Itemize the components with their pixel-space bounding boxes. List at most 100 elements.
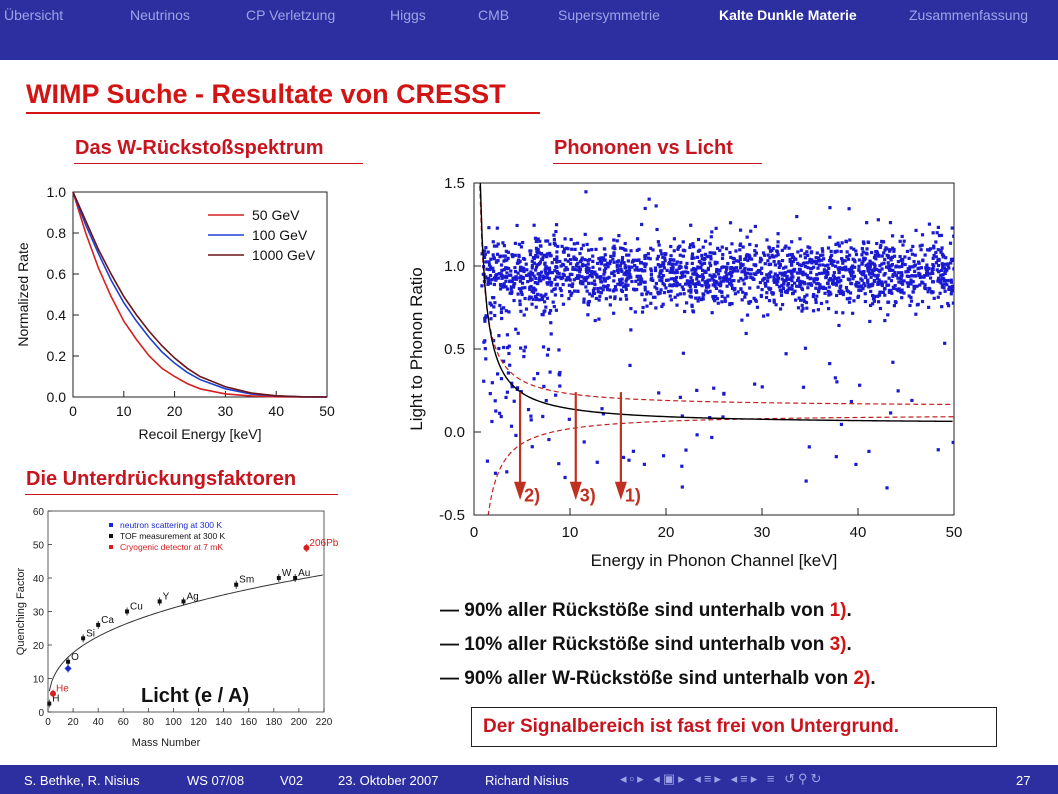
undo-icon[interactable]: ↺ — [784, 771, 798, 786]
scatter-point — [948, 241, 953, 245]
scatter-point — [893, 270, 897, 275]
plot-frame — [47, 510, 325, 713]
scatter-point — [772, 259, 776, 264]
scatter-point — [803, 346, 808, 350]
scatter-point — [913, 274, 917, 278]
scatter-point — [728, 221, 733, 225]
scatter-point — [800, 271, 804, 275]
scatter-point — [799, 298, 803, 302]
scatter-point — [886, 266, 891, 270]
scatter-point — [803, 295, 807, 299]
search-icon[interactable]: ⚲ — [797, 771, 811, 786]
nav-item-uebersicht[interactable]: Übersicht — [4, 7, 64, 23]
scatter-point — [541, 255, 545, 259]
scatter-point — [889, 411, 893, 415]
scatter-point — [788, 257, 792, 262]
scatter-point — [776, 277, 780, 281]
frame-icon[interactable]: ▫ — [629, 771, 638, 786]
scatter-point — [643, 288, 647, 292]
scatter-point — [519, 267, 523, 271]
scatter-point — [725, 267, 729, 271]
scatter-point — [879, 243, 883, 247]
scatter-point — [500, 268, 504, 273]
redo-icon[interactable]: ↻ — [810, 771, 825, 786]
nav-item-kalte-dunkle-materie[interactable]: Kalte Dunkle Materie — [719, 7, 857, 23]
scatter-point — [510, 381, 514, 385]
nav-item-higgs[interactable]: Higgs — [390, 7, 426, 23]
nav-next-icon[interactable]: ▸ — [637, 771, 647, 786]
scatter-point — [633, 288, 637, 292]
scatter-point — [694, 289, 699, 293]
nav-item-neutrinos[interactable]: Neutrinos — [130, 7, 190, 23]
scatter-point — [502, 282, 506, 286]
scatter-point — [564, 246, 568, 250]
scatter-point — [661, 302, 665, 306]
section-icon[interactable]: ≡ — [703, 771, 715, 786]
scatter-point — [897, 280, 901, 284]
scatter-point — [863, 284, 867, 288]
scatter-point — [762, 314, 766, 318]
scatter-point — [532, 274, 536, 278]
scatter-point — [545, 267, 549, 271]
scatter-point — [778, 307, 783, 311]
scatter-point — [499, 263, 504, 267]
scatter-point — [920, 299, 925, 304]
nav-item-supersymmetrie[interactable]: Supersymmetrie — [558, 7, 660, 23]
subtitle-recoil-underline — [74, 163, 363, 164]
scatter-point — [747, 300, 751, 304]
scatter-point — [653, 285, 657, 289]
scatter-point — [511, 255, 515, 259]
scatter-point — [725, 284, 729, 288]
scatter-point — [672, 258, 676, 262]
scatter-point — [758, 256, 763, 260]
nav-prev-part-icon[interactable]: ◂ — [730, 771, 741, 786]
scatter-point — [811, 292, 816, 297]
toc-icon[interactable]: ≡ — [766, 771, 778, 786]
scatter-point — [662, 261, 666, 265]
nav-item-zusammenfassung[interactable]: Zusammenfassung — [909, 7, 1029, 23]
nav-prev-section-icon[interactable]: ◂ — [694, 771, 704, 786]
scatter-point — [570, 291, 574, 295]
scatter-point — [554, 283, 558, 287]
scatter-point — [885, 247, 889, 251]
scatter-point — [701, 278, 705, 282]
scatter-point — [645, 292, 649, 296]
beamer-navigation-controls[interactable]: ◂▫▸ ◂▣▸ ◂≡▸ ◂≡▸ ≡ ↺⚲↻ — [620, 771, 824, 787]
scatter-point — [505, 287, 510, 291]
nav-item-cmb[interactable]: CMB — [478, 7, 510, 23]
subsection-icon[interactable]: ▣ — [662, 771, 679, 786]
nav-item-cp-verletzung[interactable]: CP Verletzung — [246, 7, 336, 23]
scatter-point — [877, 254, 881, 258]
scatter-point — [504, 309, 508, 313]
part-icon[interactable]: ≡ — [740, 771, 751, 786]
scatter-point — [568, 278, 572, 282]
scatter-point — [849, 281, 853, 285]
scatter-point — [558, 286, 562, 291]
scatter-point — [548, 280, 552, 284]
nav-prev-icon[interactable]: ◂ — [620, 771, 630, 786]
scatter-point — [553, 257, 557, 262]
scatter-point — [750, 276, 755, 280]
nav-next-part-icon[interactable]: ▸ — [750, 771, 761, 786]
scatter-point — [773, 280, 777, 284]
scatter-point — [619, 288, 624, 292]
scatter-point — [654, 281, 659, 286]
nav-next-section-icon[interactable]: ▸ — [714, 771, 724, 786]
nav-next-subsection-icon[interactable]: ▸ — [678, 771, 688, 786]
point-label-7: Y — [163, 591, 170, 602]
scatter-point — [700, 284, 704, 288]
scatter-point — [509, 424, 514, 428]
scatter-point — [896, 389, 900, 393]
scatter-point — [736, 290, 740, 294]
scatter-point — [590, 275, 594, 279]
scatter-point — [529, 414, 533, 418]
scatter-point — [723, 265, 727, 269]
scatter-point — [743, 292, 748, 296]
scatter-point — [703, 281, 707, 285]
marker-arrow-head-1 — [569, 481, 582, 501]
scatter-point — [882, 251, 886, 255]
nav-prev-subsection-icon[interactable]: ◂ — [653, 771, 663, 786]
scatter-point — [770, 254, 775, 258]
scatter-point — [614, 288, 618, 292]
scatter-point — [554, 265, 559, 269]
